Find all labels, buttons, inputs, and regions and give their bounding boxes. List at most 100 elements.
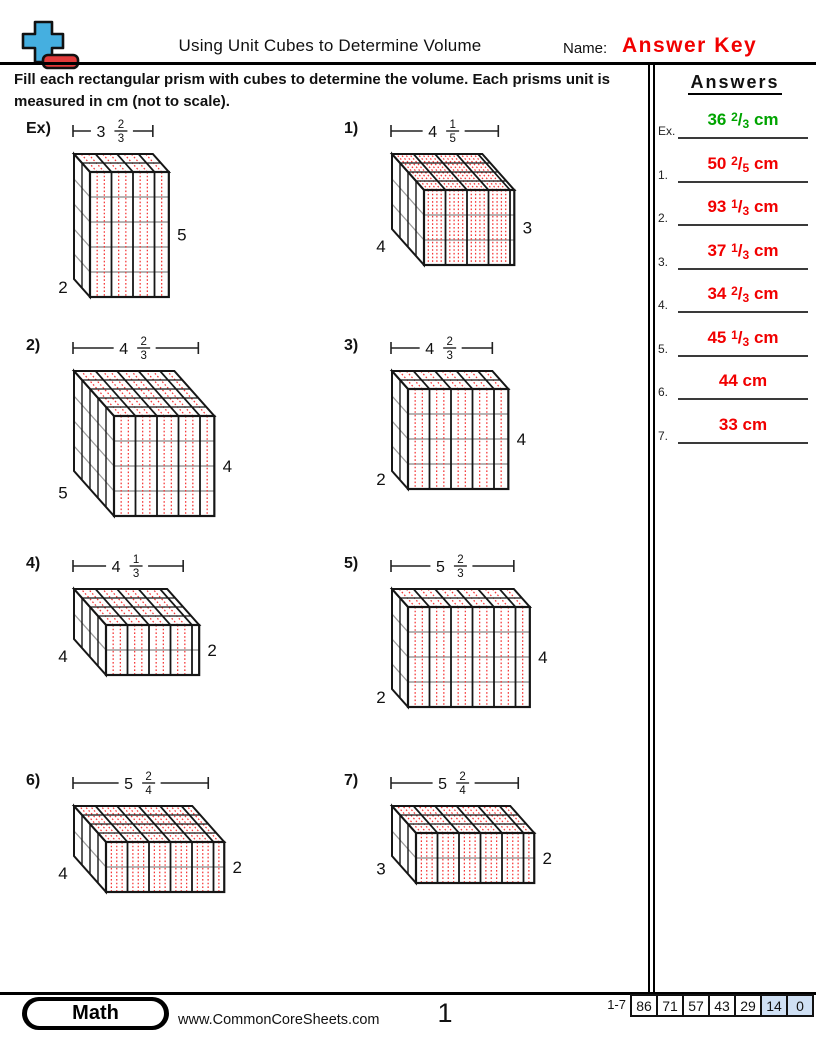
answer-value: 37 1/3 cm bbox=[678, 241, 808, 270]
site-url: www.CommonCoreSheets.com bbox=[178, 1012, 380, 1028]
problem-number-label: 1) bbox=[344, 120, 359, 137]
problem-cell-5: 5 2 3 4 2 5) bbox=[338, 551, 656, 765]
svg-text:4: 4 bbox=[428, 124, 437, 141]
svg-text:2: 2 bbox=[233, 858, 242, 877]
score-range-label: 1-7 bbox=[607, 997, 626, 1012]
fraction-denominator: 3 bbox=[742, 117, 750, 131]
svg-text:4: 4 bbox=[58, 647, 67, 666]
header-divider bbox=[0, 62, 816, 65]
math-badge: Math bbox=[22, 997, 169, 1030]
fraction-numerator: 1 bbox=[731, 197, 738, 211]
fraction-numerator: 2 bbox=[731, 110, 738, 124]
svg-text:5: 5 bbox=[177, 226, 186, 245]
svg-text:2: 2 bbox=[140, 336, 146, 348]
fraction-numerator: 1 bbox=[731, 327, 738, 342]
answer-item-3: 3. 37 1/3 cm bbox=[656, 241, 814, 270]
answer-value: 93 1/3 cm bbox=[678, 197, 808, 226]
answers-title: Answers bbox=[656, 72, 814, 95]
problem-cell-7: 5 2 4 2 3 7) bbox=[338, 768, 656, 982]
problem-cell-1: 4 1 5 3 4 1) bbox=[338, 116, 656, 330]
answer-value: 33 cm bbox=[678, 415, 808, 444]
svg-text:5: 5 bbox=[58, 484, 67, 503]
problem-number-label: 6) bbox=[26, 772, 41, 789]
svg-text:4: 4 bbox=[538, 648, 547, 667]
fraction-numerator: 1 bbox=[731, 240, 738, 255]
answer-number-label: Ex. bbox=[658, 124, 676, 138]
svg-text:4: 4 bbox=[459, 785, 466, 797]
fraction-denominator: 3 bbox=[742, 334, 750, 349]
page-number: 1 bbox=[437, 998, 453, 1028]
svg-text:3: 3 bbox=[118, 133, 124, 145]
answer-item-2: 2. 93 1/3 cm bbox=[656, 197, 814, 226]
answer-item-Ex: Ex. 36 2/3 cm bbox=[656, 110, 814, 139]
problem-cell-Ex: 3 2 3 5 2 Ex) bbox=[20, 116, 338, 330]
answer-value: 36 2/3 cm bbox=[678, 110, 808, 139]
score-cell: 86 bbox=[630, 994, 658, 1017]
svg-text:4: 4 bbox=[58, 864, 67, 883]
svg-text:2: 2 bbox=[376, 688, 385, 707]
problem-number-label: Ex) bbox=[26, 120, 51, 137]
svg-text:2: 2 bbox=[118, 119, 124, 131]
score-cell: 71 bbox=[656, 994, 684, 1017]
answer-item-5: 5. 45 1/3 cm bbox=[656, 328, 814, 357]
problem-number-label: 5) bbox=[344, 555, 359, 572]
answer-item-6: 6. 44 cm bbox=[656, 371, 814, 400]
fraction-denominator: 3 bbox=[742, 204, 750, 218]
answer-value: 34 2/3 cm bbox=[678, 284, 808, 313]
score-cell: 29 bbox=[734, 994, 762, 1017]
answer-number-label: 4. bbox=[658, 298, 669, 312]
svg-text:3: 3 bbox=[376, 860, 385, 879]
svg-text:1: 1 bbox=[449, 119, 455, 131]
svg-text:5: 5 bbox=[436, 559, 445, 576]
svg-text:2: 2 bbox=[459, 771, 465, 783]
math-badge-label: Math bbox=[27, 1001, 164, 1026]
prism-figure: 3 2 3 5 2 bbox=[58, 119, 187, 300]
score-cell: 0 bbox=[786, 994, 814, 1017]
problem-number-label: 7) bbox=[344, 772, 359, 789]
svg-text:1: 1 bbox=[133, 554, 139, 566]
svg-text:3: 3 bbox=[96, 124, 105, 141]
answer-number-label: 6. bbox=[658, 385, 669, 399]
fraction-numerator: 2 bbox=[731, 153, 738, 168]
svg-text:2: 2 bbox=[207, 641, 216, 660]
svg-text:2: 2 bbox=[376, 470, 385, 489]
svg-text:3: 3 bbox=[140, 350, 146, 362]
answer-number-label: 1. bbox=[658, 167, 669, 182]
answer-value: 44 cm bbox=[678, 371, 808, 400]
svg-text:4: 4 bbox=[376, 237, 385, 256]
answer-value: 45 1/3 cm bbox=[678, 328, 808, 357]
page-title: Using Unit Cubes to Determine Volume bbox=[178, 36, 482, 55]
answer-number-label: 5. bbox=[658, 341, 669, 356]
answer-number-label: 7. bbox=[658, 428, 669, 443]
svg-text:4: 4 bbox=[517, 430, 526, 449]
svg-text:5: 5 bbox=[124, 776, 133, 793]
plus-icon bbox=[21, 20, 65, 64]
svg-text:4: 4 bbox=[425, 341, 434, 358]
score-cell: 57 bbox=[682, 994, 710, 1017]
svg-text:3: 3 bbox=[457, 568, 463, 580]
problem-cell-3: 4 2 3 4 2 3) bbox=[338, 333, 656, 547]
answer-number-label: 3. bbox=[658, 254, 669, 269]
problem-cell-4: 4 1 3 2 4 4) bbox=[20, 551, 338, 765]
fraction-denominator: 3 bbox=[742, 247, 750, 262]
problem-number-label: 3) bbox=[344, 337, 359, 354]
fraction-denominator: 5 bbox=[742, 160, 750, 175]
answers-panel: Answers Ex. 36 2/3 cm 1. 50 2/5 cm 2. 93 1/3 … bbox=[656, 64, 814, 992]
score-cell: 14 bbox=[760, 994, 788, 1017]
svg-text:5: 5 bbox=[449, 133, 455, 145]
svg-text:3: 3 bbox=[523, 219, 532, 238]
footer-divider bbox=[0, 992, 816, 995]
fraction-numerator: 2 bbox=[731, 284, 738, 298]
instructions-text: Fill each rectangular prism with cubes t… bbox=[14, 71, 610, 110]
answer-value: 50 2/5 cm bbox=[678, 154, 808, 183]
answer-key-text: Answer Key bbox=[622, 34, 758, 57]
answer-item-1: 1. 50 2/5 cm bbox=[656, 154, 814, 183]
answers-divider bbox=[648, 62, 655, 993]
